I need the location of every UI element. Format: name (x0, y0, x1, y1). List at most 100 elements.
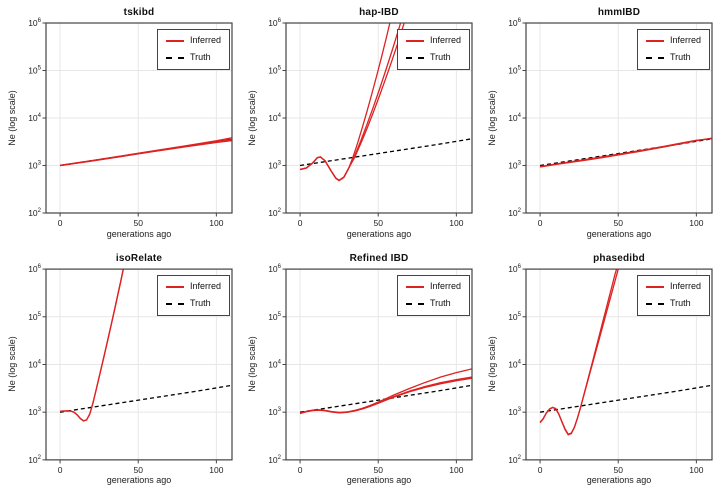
y-tick-label: 104 (268, 113, 281, 123)
inferred-line (299, 23, 391, 182)
y-tick-label: 102 (268, 455, 281, 465)
legend-label-inferred: Inferred (189, 35, 221, 45)
series-group (299, 23, 472, 182)
legend: Inferred Truth (156, 29, 230, 70)
y-tick-label: 104 (268, 359, 281, 369)
y-tick-label: 105 (28, 66, 41, 76)
legend: Inferred Truth (396, 275, 470, 316)
y-axis-label: Ne (log scale) (487, 336, 497, 392)
y-axis-label: Ne (log scale) (247, 336, 257, 392)
x-tick-label: 0 (298, 465, 303, 475)
panel-title: phasedibd (593, 253, 645, 264)
x-tick-label: 50 (373, 465, 383, 475)
legend-item-inferred: Inferred (405, 35, 461, 45)
panel-tskibd: 0 50 100 102 103 104 105 106 tskibd generations… (0, 0, 240, 246)
legend-item-inferred: Inferred (645, 35, 701, 45)
x-tick-label: 100 (689, 465, 703, 475)
y-axis-label: Ne (log scale) (247, 90, 257, 146)
y-tick-label: 102 (268, 208, 281, 218)
x-tick-label: 0 (538, 218, 543, 228)
y-tick-label: 102 (508, 455, 521, 465)
y-tick-label: 103 (508, 161, 521, 171)
inferred-line (539, 269, 619, 435)
inferred-line-swatch (165, 285, 184, 288)
legend-label-inferred: Inferred (429, 281, 461, 291)
plot-canvas-refined-ibd: 0 50 100 102 103 104 105 106 (268, 264, 473, 475)
x-axis-label: generations ago (346, 229, 412, 239)
inferred-line (539, 269, 618, 436)
inferred-line (299, 23, 405, 181)
x-tick-label: 100 (449, 218, 463, 228)
legend-label-truth: Truth (429, 52, 451, 62)
truth-line-swatch (165, 56, 184, 59)
legend-item-truth: Truth (405, 298, 461, 308)
inferred-line-swatch (405, 285, 424, 288)
inferred-line (299, 377, 472, 415)
inferred-line-swatch (165, 39, 184, 42)
legend-label-inferred: Inferred (429, 35, 461, 45)
y-tick-label: 105 (268, 66, 281, 76)
x-tick-label: 0 (58, 465, 63, 475)
legend: Inferred Truth (636, 29, 710, 70)
x-axis-label: generations ago (106, 229, 172, 239)
x-tick-label: 0 (58, 218, 63, 228)
panel-title: tskibd (123, 7, 155, 18)
legend: Inferred Truth (636, 275, 710, 316)
x-axis-label: generations ago (586, 475, 652, 485)
truth-line (299, 138, 472, 167)
truth-line-swatch (405, 302, 424, 305)
y-tick-label: 103 (28, 407, 41, 417)
panel-title: hap-IBD (359, 7, 399, 18)
legend-item-inferred: Inferred (165, 35, 221, 45)
inferred-line (60, 269, 124, 422)
x-tick-label: 0 (538, 465, 543, 475)
x-axis-label: generations ago (346, 475, 412, 485)
y-tick-label: 102 (28, 455, 41, 465)
truth-line-swatch (645, 302, 664, 305)
panel-phasedibd: 0 50 100 102 103 104 105 106 phasedibd generati… (480, 246, 720, 493)
x-tick-label: 100 (449, 465, 463, 475)
series-group (59, 137, 232, 167)
legend-label-inferred: Inferred (189, 281, 221, 291)
y-axis-label: Ne (log scale) (7, 90, 17, 146)
plot-canvas-hap-ibd: 0 50 100 102 103 104 105 106 (268, 18, 473, 228)
legend-label-truth: Truth (429, 298, 451, 308)
legend: Inferred Truth (156, 275, 230, 316)
y-tick-label: 104 (508, 113, 521, 123)
panel-title: hmmIBD (597, 7, 641, 18)
panel-title: Refined IBD (349, 253, 409, 264)
legend-item-inferred: Inferred (165, 281, 221, 291)
y-tick-label: 105 (508, 312, 521, 322)
truth-line-swatch (405, 56, 424, 59)
inferred-line (60, 269, 125, 422)
legend-label-inferred: Inferred (669, 35, 701, 45)
legend-label-inferred: Inferred (669, 281, 701, 291)
inferred-line (299, 23, 402, 182)
legend-item-truth: Truth (645, 299, 701, 308)
inferred-line-swatch (405, 39, 424, 42)
x-tick-label: 50 (613, 218, 623, 228)
y-tick-label: 104 (28, 113, 41, 123)
y-tick-label: 106 (28, 264, 41, 274)
legend-item-truth: Truth (645, 52, 701, 62)
panel-hap-ibd: 0 50 100 102 103 104 105 106 hap-IBD generation… (240, 0, 480, 246)
truth-line-swatch (645, 56, 664, 59)
inferred-line-swatch (645, 39, 664, 42)
plot-canvas-tskibd: 0 50 100 102 103 104 105 106 (28, 18, 233, 228)
legend-label-truth: Truth (669, 52, 691, 62)
x-axis-label: generations ago (106, 475, 172, 485)
truth-line (59, 384, 232, 413)
x-tick-label: 0 (298, 218, 303, 228)
legend-item-truth: Truth (165, 299, 221, 308)
y-tick-label: 106 (508, 264, 521, 274)
plot-canvas-isorelate: 0 50 100 102 103 104 105 106 (28, 264, 233, 475)
y-tick-label: 103 (268, 407, 281, 417)
y-tick-label: 104 (28, 359, 41, 369)
y-tick-label: 102 (28, 208, 41, 218)
y-tick-label: 106 (508, 18, 521, 28)
y-tick-label: 102 (508, 208, 521, 218)
y-tick-label: 103 (508, 407, 521, 417)
legend-label-truth: Truth (189, 52, 211, 62)
panel-hmmibd: 0 50 100 102 103 104 105 106 hmmIBD generations… (480, 0, 720, 246)
